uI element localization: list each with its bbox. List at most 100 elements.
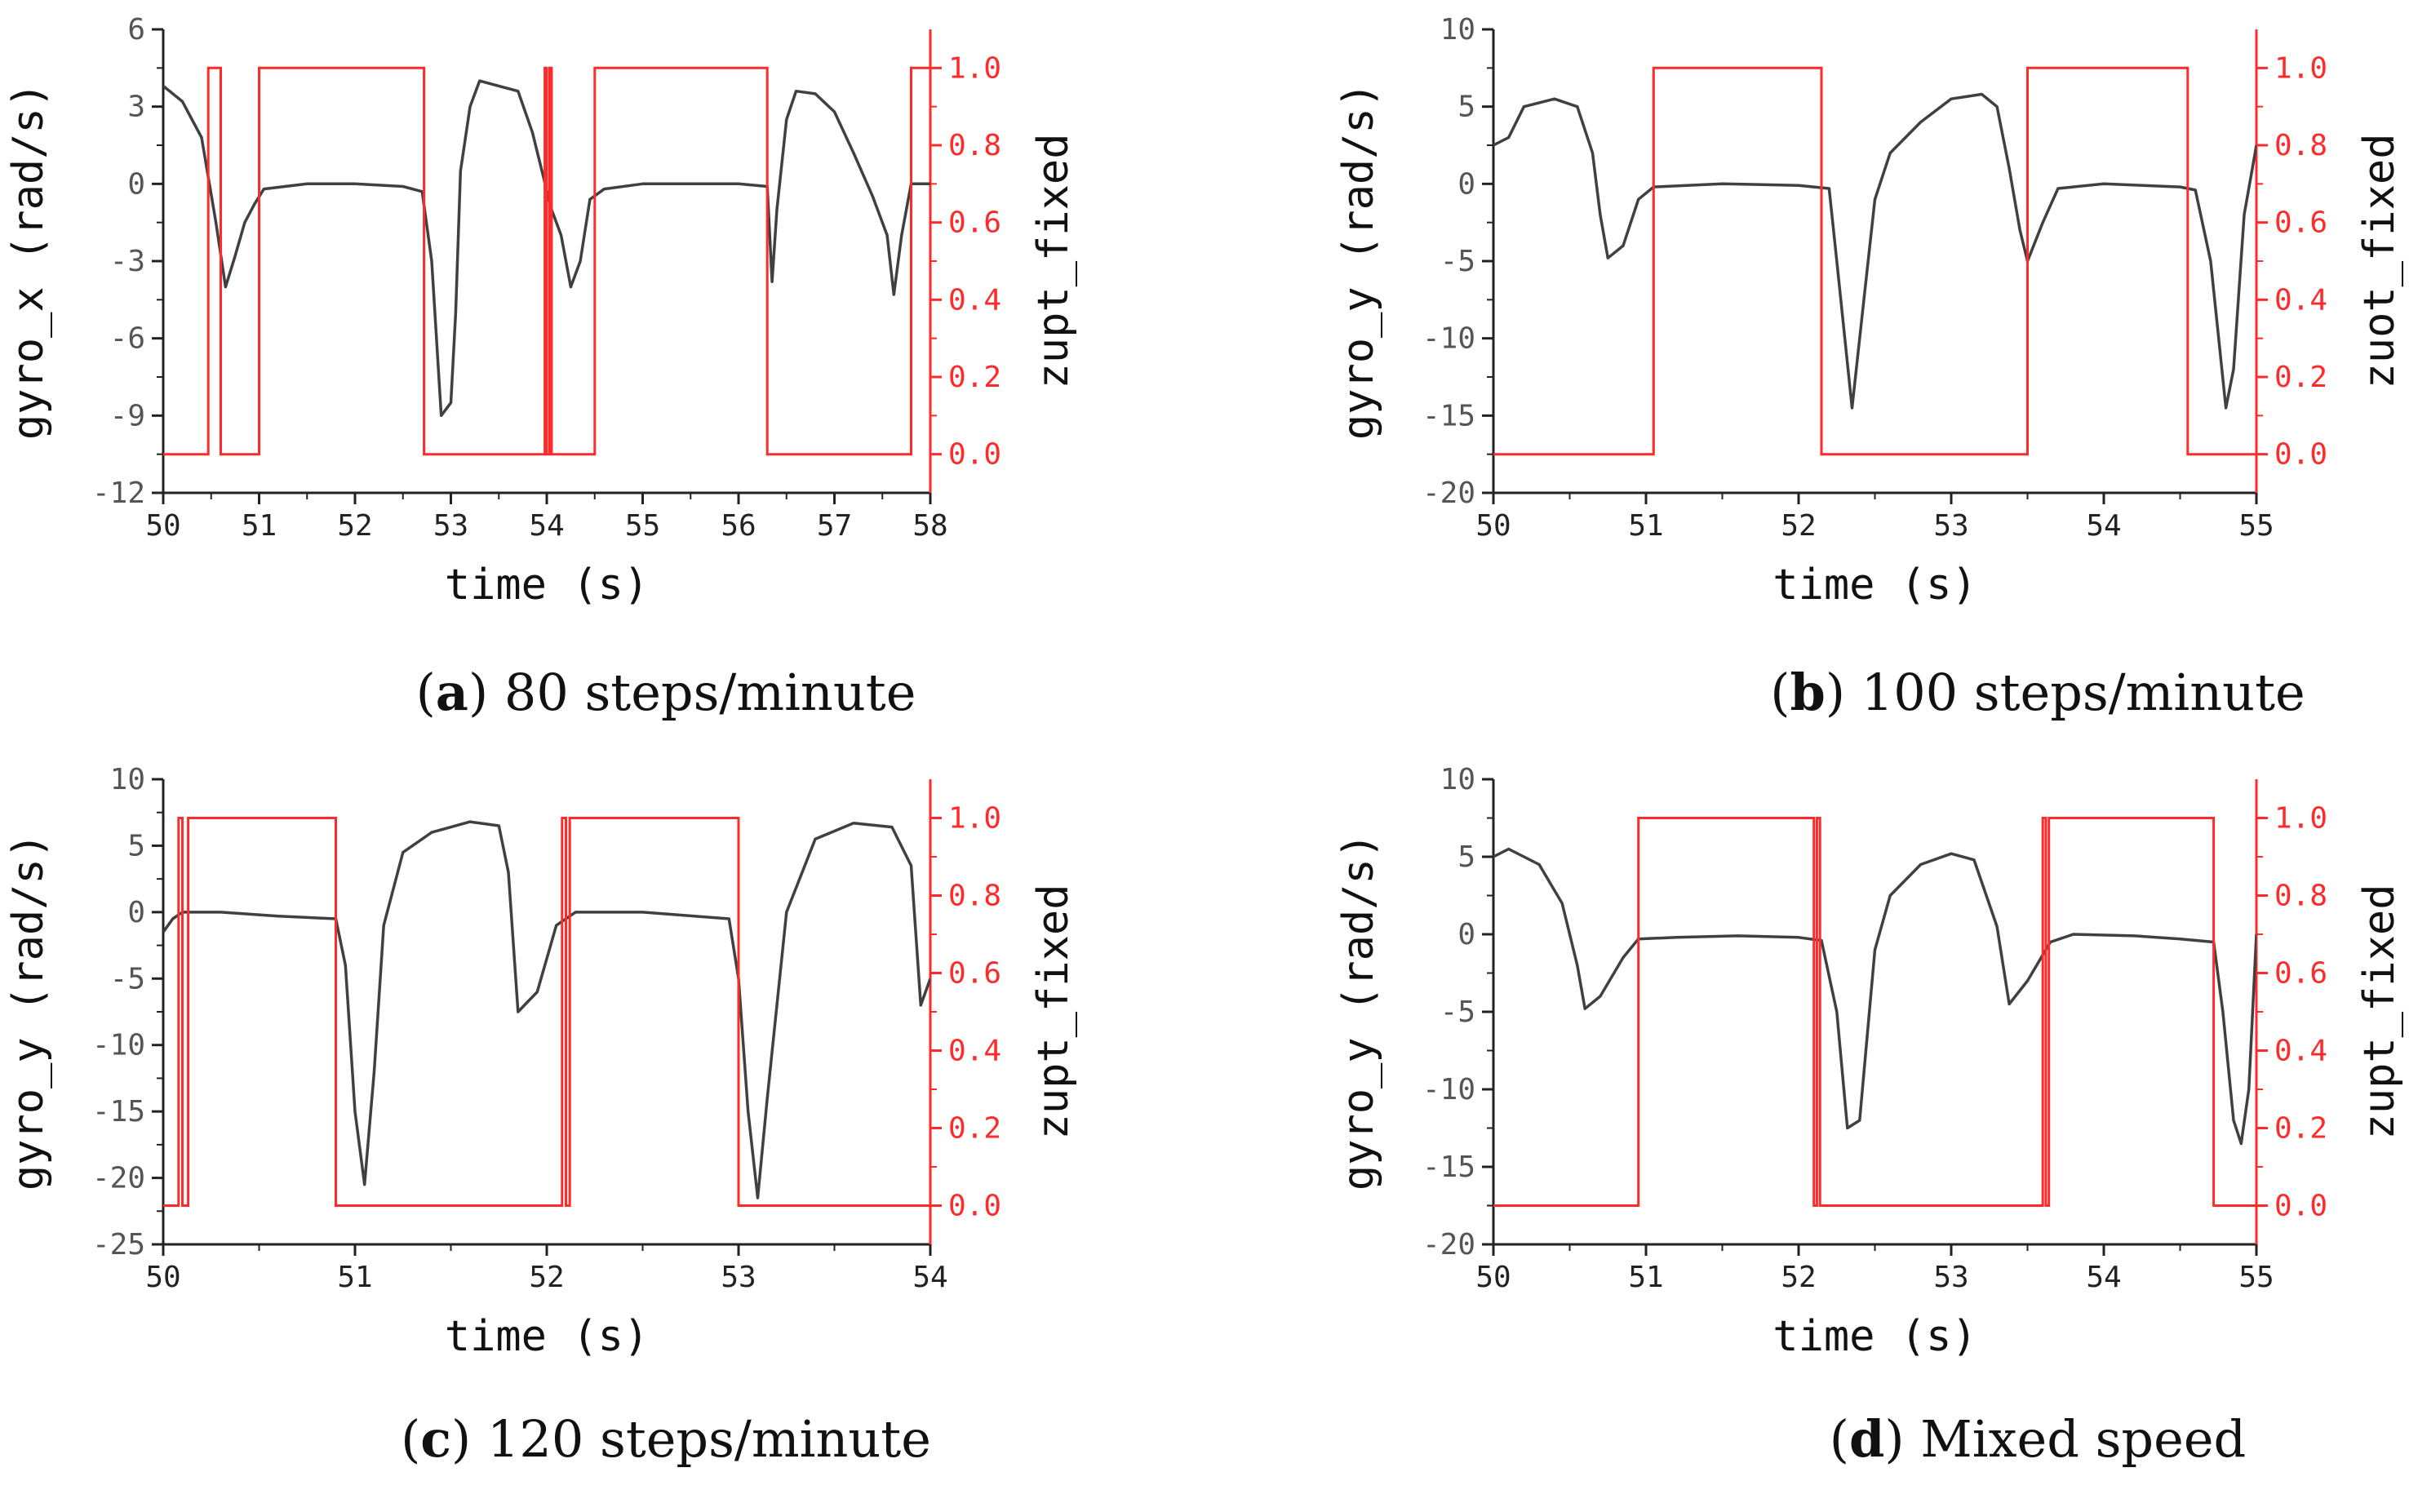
zupt-series-line (1493, 66, 2256, 456)
gyro-series-line (163, 820, 930, 1199)
y2-tick-label: 0.6 (948, 957, 1001, 991)
x-tick-label: 51 (337, 1261, 372, 1294)
chart-c: 50 51 52 53 54 -25 -20 -15 -10 -5 0 5 10 0.0 0.2 0.4 0.6… (4, 763, 1078, 1469)
x-tick-label: 52 (529, 1261, 564, 1294)
x-tick-label: 56 (721, 509, 756, 543)
y-tick-label: -5 (1440, 245, 1475, 278)
x-tick-label: 54 (2086, 1261, 2121, 1294)
y2-tick-label: 0.2 (2274, 361, 2327, 394)
y-tick-label: -10 (1422, 322, 1475, 356)
x-tick-label: 51 (1628, 1261, 1663, 1294)
x-tick-label: 53 (1933, 509, 1968, 543)
y2-tick-label: 0.2 (948, 1112, 1001, 1146)
y-tick-label: -3 (110, 245, 145, 278)
x-tick-label: 52 (337, 509, 372, 543)
x-tick-label: 50 (145, 1261, 180, 1294)
y2-tick-label: 0.8 (2274, 880, 2327, 913)
y-axis-label: gyro_x (rad/s) (4, 82, 53, 440)
y-tick-label: -5 (110, 962, 145, 995)
y-tick-label: -20 (92, 1162, 145, 1195)
y2-axis-label: zupt_fixed (2355, 884, 2404, 1139)
chart-caption: (a) 80 steps/minute (416, 663, 916, 722)
y-tick-label: -15 (1422, 1151, 1475, 1184)
y-tick-label: -5 (1440, 995, 1475, 1029)
gyro-series-line (1493, 92, 2256, 410)
gyro-series-line (163, 79, 930, 418)
y2-tick-label: 0.8 (948, 880, 1001, 913)
y-tick-label: -15 (92, 1095, 145, 1128)
chart-a: 50 51 52 53 54 55 56 57 58 -12 -9 -6 -3 0 3 6 0.0 0.2 0.4 0… (4, 13, 1078, 722)
y2-axis-label: zuot_fixed (2355, 133, 2404, 388)
y2-tick-label: 0.6 (2274, 206, 2327, 240)
chart-caption: (b) 100 steps/minute (1770, 663, 2305, 722)
x-tick-label: 53 (1933, 1261, 1968, 1294)
y2-tick-label: 0.4 (2274, 283, 2327, 317)
y-tick-label: 10 (110, 763, 145, 796)
caption-letter: c (420, 1409, 451, 1469)
y-tick-label: -12 (92, 477, 145, 510)
caption-letter: b (1790, 663, 1825, 722)
y2-tick-label: 0.4 (948, 1035, 1001, 1068)
y2-tick-label: 1.0 (948, 802, 1001, 836)
x-tick-label: 58 (912, 509, 947, 543)
x-tick-label: 52 (1781, 509, 1816, 543)
zupt-series-line (163, 817, 930, 1207)
y2-tick-label: 0.8 (2274, 129, 2327, 162)
zupt-series-line (163, 66, 930, 456)
y-axis-label: gyro_y (rad/s) (4, 833, 53, 1191)
chart-d: 50 51 52 53 54 55 -20 -15 -10 -5 0 5 10 0.0 0.2 0.4 0.6 0… (1334, 763, 2404, 1469)
y2-tick-label: 0.8 (948, 129, 1001, 162)
y-tick-label: 3 (127, 91, 145, 124)
y2-tick-label: 1.0 (2274, 51, 2327, 85)
y-tick-label: 10 (1440, 763, 1475, 796)
y-tick-label: 6 (127, 13, 145, 47)
y-axis-label: gyro_y (rad/s) (1334, 82, 1383, 440)
caption-letter: a (436, 663, 468, 722)
y-tick-label: -25 (92, 1228, 145, 1261)
y-tick-label: 5 (127, 829, 145, 862)
y2-tick-label: 0.6 (2274, 957, 2327, 991)
chart-caption: (c) 120 steps/minute (401, 1409, 931, 1469)
y2-tick-label: 0.2 (948, 361, 1001, 394)
x-axis-label: time (s) (1772, 1312, 1977, 1361)
x-axis-label: time (s) (445, 561, 649, 610)
y2-axis-label: zupt_fixed (1029, 133, 1078, 388)
y-tick-label: 5 (1457, 840, 1475, 874)
y-tick-label: 0 (127, 896, 145, 929)
x-tick-label: 55 (625, 509, 660, 543)
zupt-series-line (1493, 817, 2256, 1207)
gyro-series-line (1493, 847, 2256, 1146)
x-tick-label: 50 (1475, 1261, 1511, 1294)
x-tick-label: 50 (145, 509, 180, 543)
y2-tick-label: 0.4 (948, 283, 1001, 317)
y2-tick-label: 0.6 (948, 206, 1001, 240)
y2-axis-label: zupt_fixed (1029, 884, 1078, 1139)
chart-b: 50 51 52 53 54 55 -20 -15 -10 -5 0 5 10 0.0 0.2 0.4 0.6 0… (1334, 13, 2404, 722)
x-axis-label: time (s) (445, 1312, 649, 1361)
y-tick-label: 0 (1457, 918, 1475, 951)
x-tick-label: 54 (2086, 509, 2121, 543)
x-tick-label: 55 (2238, 509, 2274, 543)
y-tick-label: 0 (1457, 167, 1475, 201)
y-tick-label: -10 (92, 1029, 145, 1062)
x-tick-label: 54 (912, 1261, 947, 1294)
caption-text: Mixed speed (1920, 1409, 2246, 1469)
y2-tick-label: 1.0 (948, 51, 1001, 85)
caption-text: 80 steps/minute (504, 663, 916, 722)
y-tick-label: -10 (1422, 1073, 1475, 1106)
chart-caption: (d) Mixed speed (1830, 1409, 2246, 1469)
y-tick-label: -20 (1422, 1228, 1475, 1261)
y-tick-label: -6 (110, 322, 145, 356)
y2-tick-label: 0.4 (2274, 1035, 2327, 1068)
y-axis-label: gyro_y (rad/s) (1334, 833, 1383, 1191)
y2-tick-label: 0.0 (948, 1190, 1001, 1223)
x-tick-label: 55 (2238, 1261, 2274, 1294)
y2-tick-label: 0.0 (2274, 438, 2327, 472)
caption-text: 120 steps/minute (487, 1409, 931, 1469)
x-tick-label: 57 (817, 509, 852, 543)
x-tick-label: 50 (1475, 509, 1511, 543)
y-tick-label: 10 (1440, 13, 1475, 47)
y2-tick-label: 0.0 (948, 438, 1001, 472)
y2-tick-label: 0.2 (2274, 1112, 2327, 1146)
